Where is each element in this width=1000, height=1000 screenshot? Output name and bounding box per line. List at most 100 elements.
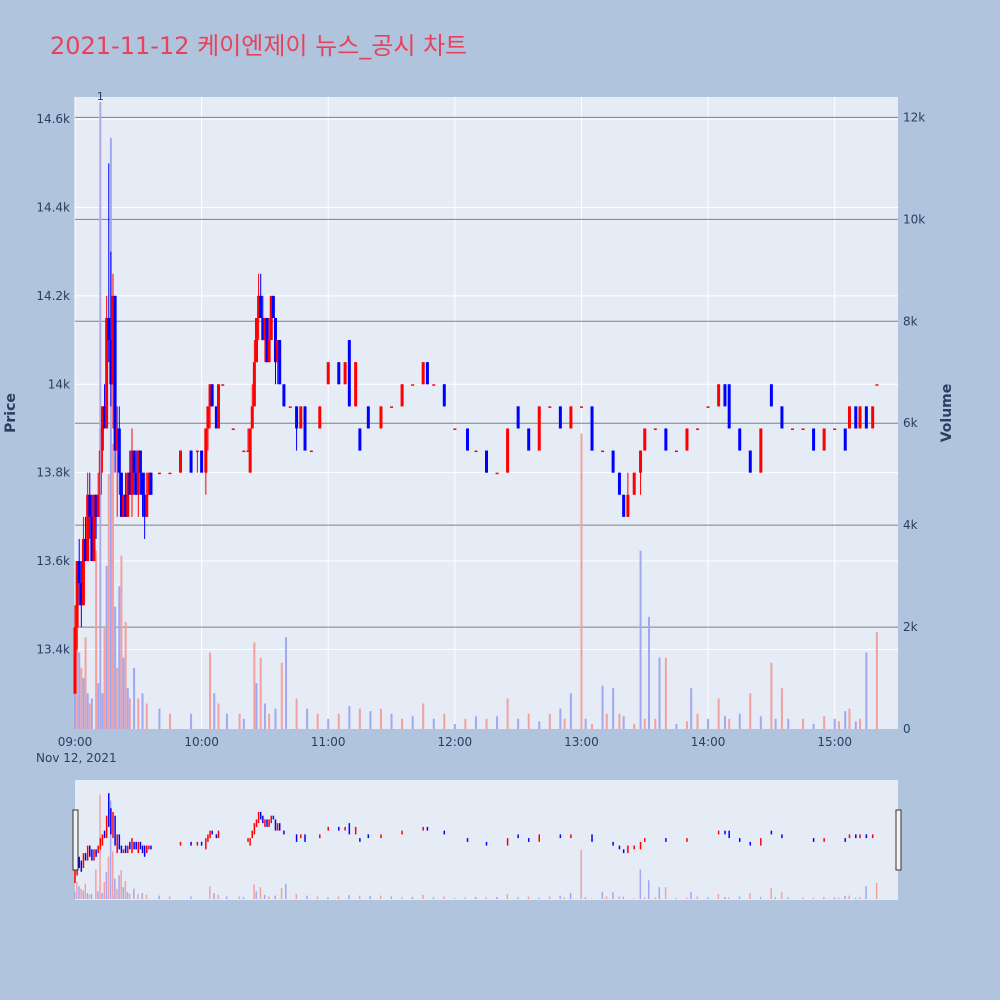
mini-volume-bar (717, 893, 720, 899)
time-tick-label: 14:00 (691, 735, 726, 749)
mini-volume-bar (238, 896, 241, 899)
candle-body (250, 406, 254, 429)
candle-body (738, 428, 742, 451)
mini-volume-bar (137, 893, 139, 899)
candle-body (246, 450, 250, 453)
volume-bar (601, 685, 604, 729)
mini-volume-bar (759, 896, 762, 899)
candle-body (295, 406, 299, 429)
candle-body (495, 472, 499, 475)
candle-body (136, 450, 140, 495)
price-tick-label: 14.6k (36, 112, 70, 126)
volume-bar (259, 657, 262, 729)
mini-volume-bar (639, 869, 642, 899)
time-axis: 09:00 10:00 11:00 12:00 13:00 14:00 15:00 (58, 735, 852, 749)
volume-bar (306, 708, 309, 729)
mini-volume-bar (422, 894, 424, 899)
mini-volume-bar (327, 897, 329, 899)
mini-volume-bar (133, 888, 135, 899)
range-slider-right-handle[interactable] (895, 809, 902, 871)
mini-volume-bar (580, 849, 582, 899)
volume-bar (128, 698, 131, 729)
candle-body (147, 472, 151, 495)
mini-volume-bar (259, 887, 262, 899)
volume-bar (612, 688, 615, 729)
volume-bar (242, 718, 245, 729)
candle-body (119, 472, 123, 517)
candle-body (231, 428, 235, 430)
mini-volume-bar (253, 884, 255, 899)
mini-volume-bar (854, 897, 857, 899)
candle-body (130, 450, 134, 495)
candle-body (206, 406, 210, 429)
candle-body (639, 450, 643, 473)
candle-body (706, 406, 710, 408)
mini-volume-bar (823, 896, 825, 899)
mini-volume-bar (337, 896, 340, 899)
candle-body (626, 494, 630, 517)
price-tick-label: 13.8k (36, 466, 70, 480)
candle-body (527, 428, 531, 451)
volume-bar (854, 721, 857, 729)
volume-bar (517, 718, 520, 729)
volume-bar (538, 721, 541, 729)
volume-tick-label: 8k (903, 314, 918, 328)
volume-bar (114, 606, 117, 729)
mini-volume-bar (103, 882, 106, 899)
candle-body (871, 406, 875, 429)
volume-bar (563, 718, 566, 729)
mini-volume-bar (88, 894, 91, 899)
range-slider[interactable] (75, 780, 898, 900)
mini-volume-bar (647, 880, 650, 899)
mini-volume-bar (770, 887, 772, 899)
candle-body (94, 494, 98, 517)
candle-body (780, 406, 784, 429)
candle-body (343, 362, 347, 385)
time-tick-label: 13:00 (564, 735, 599, 749)
price-tick-label: 13.4k (36, 642, 70, 656)
mini-volume-bar (812, 898, 815, 899)
price-tick-label: 13.6k (36, 554, 70, 568)
mini-volume-bar (601, 891, 604, 899)
mini-volume-bar (658, 887, 661, 899)
candle-body (516, 406, 520, 429)
candle-body (653, 428, 657, 430)
candle-body (847, 406, 851, 429)
candle-body (723, 384, 727, 407)
range-slider-left-handle[interactable] (72, 809, 79, 871)
mini-volume-bar (837, 897, 840, 899)
candle-body (358, 428, 362, 451)
candle-body (92, 494, 96, 562)
mini-volume-bar (591, 898, 593, 899)
candle-body (858, 406, 862, 429)
volume-bar (78, 652, 81, 729)
volume-bar (285, 637, 288, 729)
candle-body (617, 472, 621, 495)
volume-bar (844, 711, 847, 729)
volume-bar (97, 683, 100, 729)
mini-volume-bar (255, 891, 257, 899)
candle-body (354, 362, 358, 407)
volume-bar (485, 718, 488, 729)
candle-body (717, 384, 721, 407)
candle-body (88, 494, 92, 517)
mini-volume-bar (101, 893, 103, 899)
candle-body (73, 627, 77, 694)
candle-body (579, 406, 583, 408)
candle-body (216, 384, 220, 429)
mini-volume-bar (126, 892, 129, 899)
mini-volume-bar (225, 896, 228, 899)
volume-bar (111, 443, 114, 729)
volume-bar (833, 718, 836, 729)
volume-bar (120, 555, 123, 729)
volume-bar (411, 716, 414, 729)
candle-body (601, 450, 605, 453)
candle-body (208, 384, 212, 407)
candle-body (79, 583, 83, 606)
mini-volume-bar (158, 895, 160, 899)
mini-volume-bar (168, 896, 171, 899)
volume-bar (401, 718, 404, 729)
candle-body (134, 472, 138, 495)
price-axis-label: Price (3, 393, 19, 433)
